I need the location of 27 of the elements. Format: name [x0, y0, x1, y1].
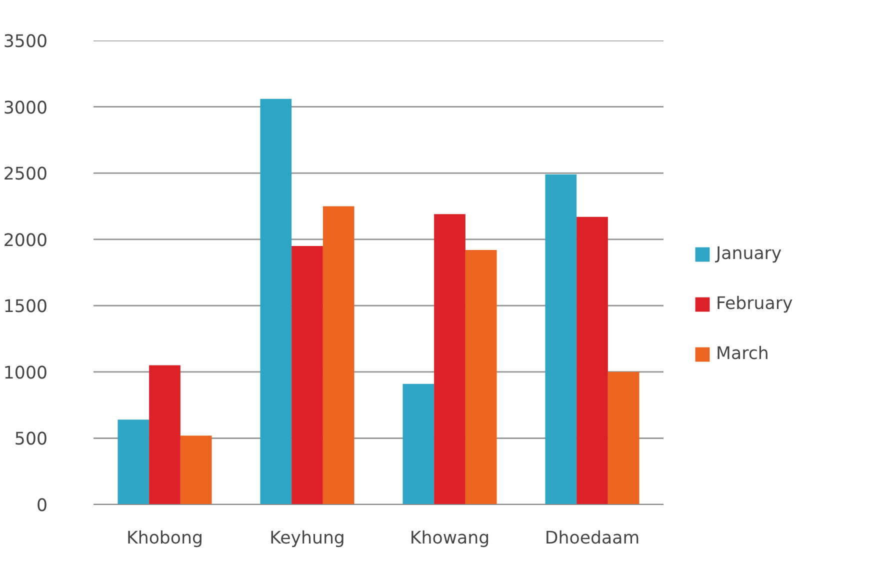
x-tick-label: Keyhung — [270, 528, 345, 548]
bar — [180, 436, 212, 504]
y-tick-label: 3500 — [3, 32, 48, 52]
y-tick-label: 1500 — [3, 297, 48, 318]
y-tick-label: 3000 — [3, 98, 48, 118]
bar — [434, 214, 466, 504]
legend-label: February — [716, 294, 793, 314]
bar — [260, 98, 292, 504]
bar — [149, 365, 180, 504]
bar — [322, 206, 354, 504]
y-tick-label: 0 — [36, 496, 48, 516]
legend-label: March — [716, 344, 769, 364]
bar — [292, 246, 323, 504]
legend-label: January — [716, 244, 782, 264]
y-tick-label: 2500 — [3, 164, 48, 185]
y-tick-label: 2000 — [3, 230, 48, 251]
y-tick-label: 1000 — [3, 363, 48, 384]
bar — [545, 174, 577, 504]
bar — [465, 250, 497, 504]
bar — [402, 384, 434, 504]
x-tick-label: Khowang — [410, 528, 490, 548]
y-tick-label: 500 — [14, 430, 48, 450]
bar — [608, 372, 640, 504]
x-tick-label: Dhoedaam — [544, 528, 640, 548]
bar — [118, 420, 150, 504]
x-tick-label: Khobong — [126, 528, 204, 548]
bar — [576, 216, 608, 504]
